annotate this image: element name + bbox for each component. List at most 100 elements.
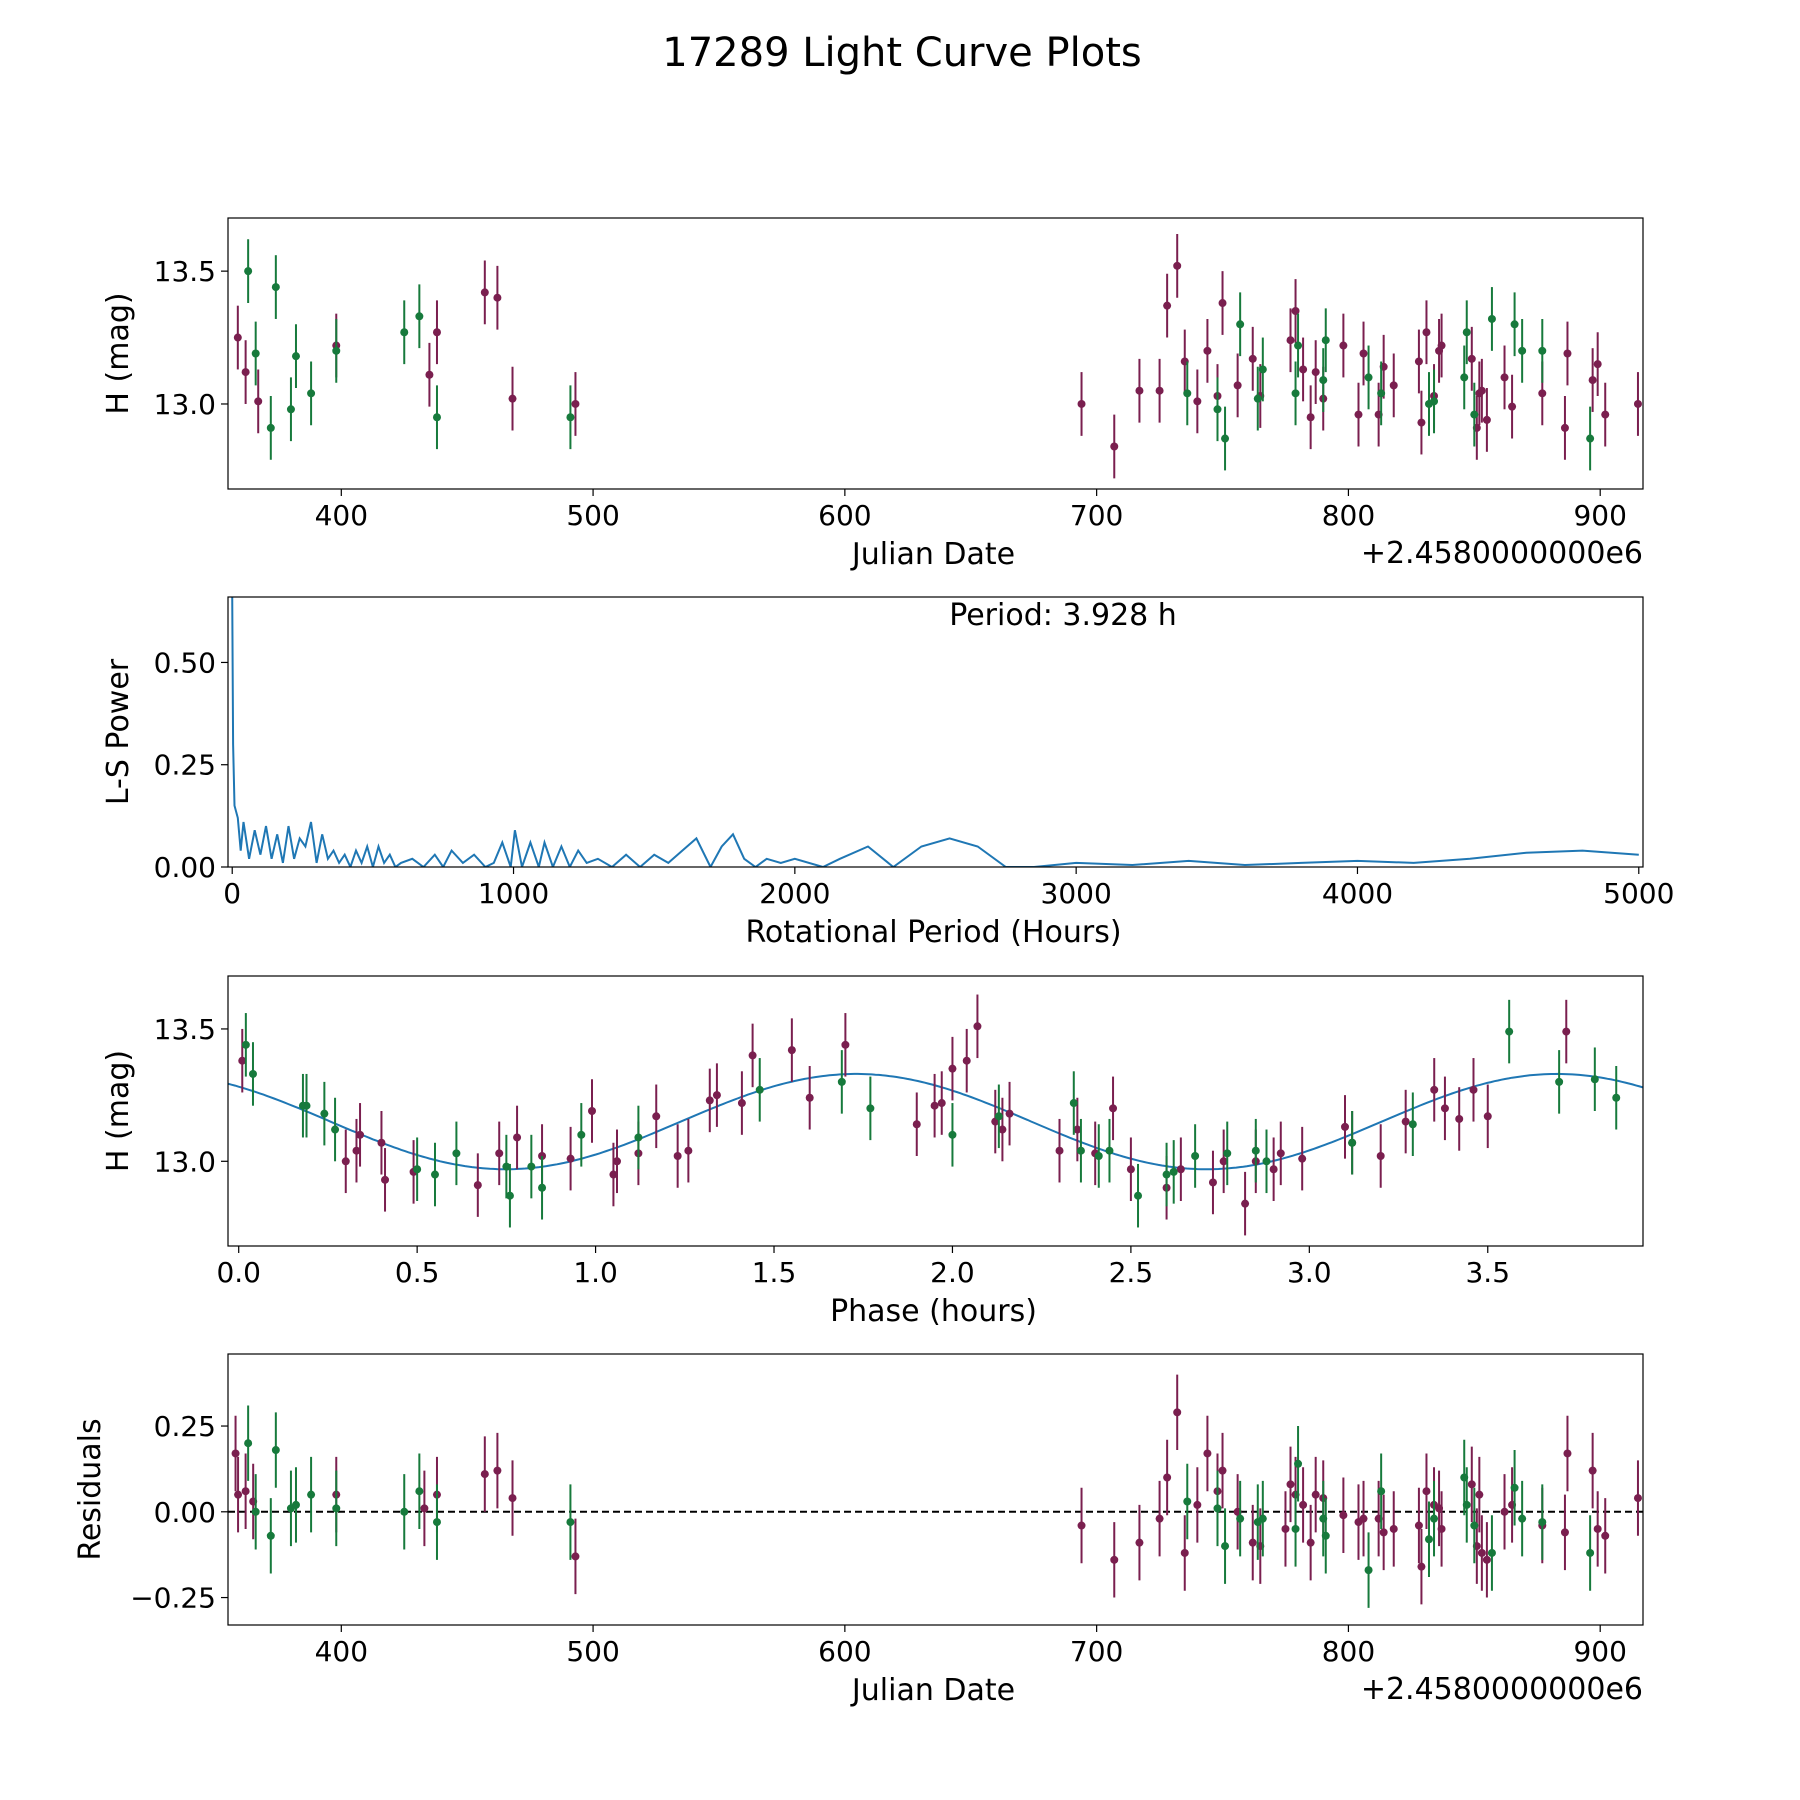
data-point (1401, 1117, 1410, 1126)
data-point (244, 267, 253, 276)
data-point (937, 1099, 946, 1108)
data-point (1173, 261, 1182, 270)
data-point (1221, 1542, 1230, 1551)
data-point (1094, 1152, 1103, 1160)
data-point (1163, 1473, 1172, 1482)
x-tick-label: 1.0 (573, 1256, 618, 1289)
x-axis-label: Julian Date (850, 1673, 1015, 1708)
data-point (432, 328, 441, 337)
data-point (1389, 381, 1398, 390)
data-point (1437, 1524, 1446, 1533)
y-tick-label: 0.25 (154, 749, 216, 782)
data-point (1510, 320, 1519, 329)
data-point (998, 1125, 1007, 1134)
data-point (1437, 341, 1446, 350)
data-point (1155, 1514, 1164, 1523)
data-point (1306, 1538, 1315, 1547)
data-point (1593, 1524, 1602, 1533)
data-point (1487, 1548, 1496, 1557)
subplot-group: 400 500 600 700 800 900 13.0 13.5 Julian Date H (… (73, 217, 1674, 1708)
data-point (341, 1157, 350, 1166)
data-point (1248, 1538, 1257, 1547)
data-point (566, 413, 575, 422)
data-point (1586, 434, 1595, 443)
y-tick-label: 13.0 (154, 1145, 216, 1178)
data-point (1424, 1535, 1433, 1544)
data-point (307, 1490, 316, 1499)
data-point (1294, 1459, 1303, 1468)
x-tick-label: 0.5 (395, 1256, 440, 1289)
data-point (473, 1181, 482, 1190)
data-point (1294, 341, 1303, 350)
data-point (1470, 1521, 1479, 1530)
data-point (420, 1504, 429, 1513)
data-point (238, 1056, 247, 1065)
data-point (425, 370, 434, 379)
data-point (1203, 1449, 1212, 1458)
data-point (1364, 373, 1373, 382)
data-point (1389, 1524, 1398, 1533)
data-point (1414, 357, 1423, 366)
data-point (1538, 346, 1547, 355)
data-point (432, 413, 441, 422)
x-axis-label: Julian Date (850, 537, 1015, 572)
data-point (1563, 1449, 1572, 1458)
data-point (320, 1109, 329, 1118)
data-point (1354, 410, 1363, 419)
data-point (1183, 389, 1192, 398)
data-point (1500, 1507, 1509, 1516)
data-point (356, 1130, 365, 1139)
data-point (994, 1112, 1003, 1121)
data-point (1213, 1504, 1222, 1513)
data-point (1005, 1109, 1014, 1118)
x-tick-label: 3.5 (1465, 1256, 1510, 1289)
data-point (302, 1101, 311, 1110)
y-axis-label: H (mag) (101, 1050, 136, 1172)
data-point (1500, 373, 1509, 382)
data-point (1155, 386, 1164, 395)
data-point (244, 1439, 253, 1448)
data-point (1482, 415, 1491, 424)
x-axis-label: Phase (hours) (830, 1294, 1037, 1329)
data-point (415, 1487, 424, 1496)
data-point (787, 1046, 796, 1055)
data-point (1560, 1528, 1569, 1537)
data-point (1590, 1075, 1599, 1084)
data-point (1135, 1538, 1144, 1547)
power-series-line (231, 597, 1639, 867)
data-point (415, 312, 424, 321)
data-point (307, 389, 316, 398)
data-point (1180, 1548, 1189, 1557)
data-point (1110, 442, 1119, 451)
data-point (1538, 1518, 1547, 1527)
data-point (1319, 376, 1328, 385)
data-point (1467, 354, 1476, 363)
data-point (1408, 1120, 1417, 1129)
data-point (1563, 349, 1572, 358)
data-point (1562, 1027, 1571, 1036)
data-point (1460, 373, 1469, 382)
data-point (241, 1040, 250, 1049)
data-point (251, 1507, 260, 1516)
data-point (571, 399, 580, 408)
y-tick-label: −0.25 (130, 1582, 216, 1615)
y-tick-label: 0.00 (154, 851, 216, 884)
data-point (1241, 1199, 1250, 1208)
data-point (612, 1157, 621, 1166)
data-point (962, 1056, 971, 1065)
data-point (1462, 328, 1471, 337)
data-point (1055, 1146, 1064, 1155)
data-point (493, 293, 502, 302)
x-tick-label: 4000 (1322, 877, 1393, 910)
data-point (1109, 1104, 1118, 1113)
data-point (513, 1133, 522, 1142)
data-point (652, 1112, 661, 1121)
data-point (1359, 1514, 1368, 1523)
data-point (1236, 320, 1245, 329)
x-tick-label: 800 (1322, 499, 1375, 532)
subplot-phased: 0.0 0.5 1.0 1.5 2.0 2.5 3.0 3.5 13.0 13.5 Phase (h… (101, 975, 1644, 1329)
x-tick-label: 600 (818, 1635, 871, 1668)
data-point (1359, 349, 1368, 358)
data-point (1430, 397, 1439, 406)
data-point (251, 349, 260, 358)
